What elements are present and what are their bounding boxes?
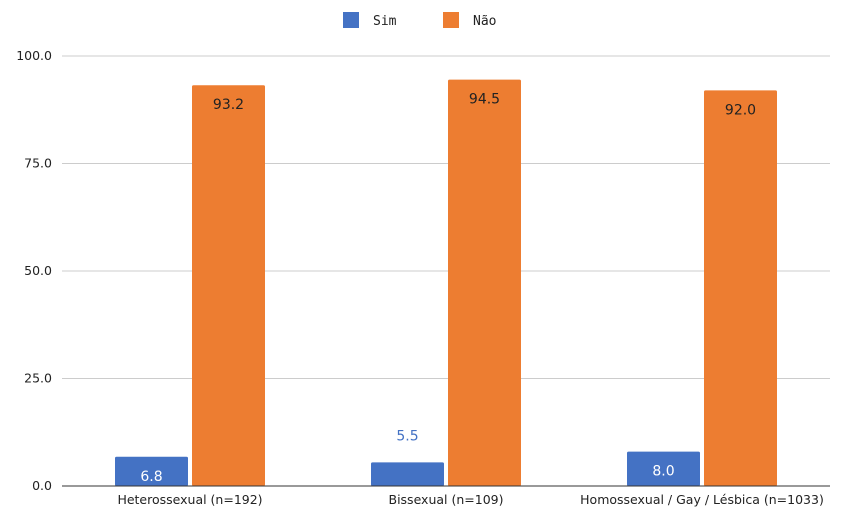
x-axis-categories: Heterossexual (n=192) Bissexual (n=109) Ho… bbox=[117, 492, 823, 507]
bar-nao-2 bbox=[704, 90, 777, 487]
y-tick-label: 25.0 bbox=[24, 371, 52, 386]
bar-sim-1 bbox=[371, 462, 444, 486]
x-category-label: Heterossexual (n=192) bbox=[117, 492, 262, 507]
y-tick-label: 100.0 bbox=[16, 48, 52, 63]
x-category-label: Homossexual / Gay / Lésbica (n=1033) bbox=[580, 492, 824, 507]
data-label-sim-0: 6.8 bbox=[140, 469, 162, 485]
data-label-nao-1: 94.5 bbox=[469, 92, 500, 108]
legend-swatch-sim bbox=[343, 12, 359, 28]
bar-sim-0 bbox=[115, 456, 188, 486]
legend-swatch-nao bbox=[443, 12, 459, 28]
bars bbox=[115, 79, 777, 487]
legend: Sim Não bbox=[343, 12, 496, 29]
data-label-sim-1: 5.5 bbox=[396, 428, 418, 444]
data-label-nao-2: 92.0 bbox=[725, 102, 756, 118]
y-tick-label: 75.0 bbox=[24, 156, 52, 171]
y-tick-label: 0.0 bbox=[32, 478, 52, 493]
y-axis-ticks: 0.0 25.0 50.0 75.0 100.0 bbox=[16, 48, 52, 493]
legend-label-sim: Sim bbox=[373, 14, 397, 29]
x-category-label: Bissexual (n=109) bbox=[389, 492, 504, 507]
data-label-sim-2: 8.0 bbox=[652, 464, 674, 480]
y-tick-label: 50.0 bbox=[24, 263, 52, 278]
gridlines bbox=[62, 55, 830, 379]
data-labels: 6.8 93.2 5.5 94.5 8.0 92.0 bbox=[140, 92, 756, 485]
data-label-nao-0: 93.2 bbox=[213, 97, 244, 113]
bar-sim-2 bbox=[627, 451, 700, 486]
bar-nao-0 bbox=[192, 85, 265, 487]
bar-nao-1 bbox=[448, 79, 521, 487]
legend-label-nao: Não bbox=[473, 14, 496, 29]
